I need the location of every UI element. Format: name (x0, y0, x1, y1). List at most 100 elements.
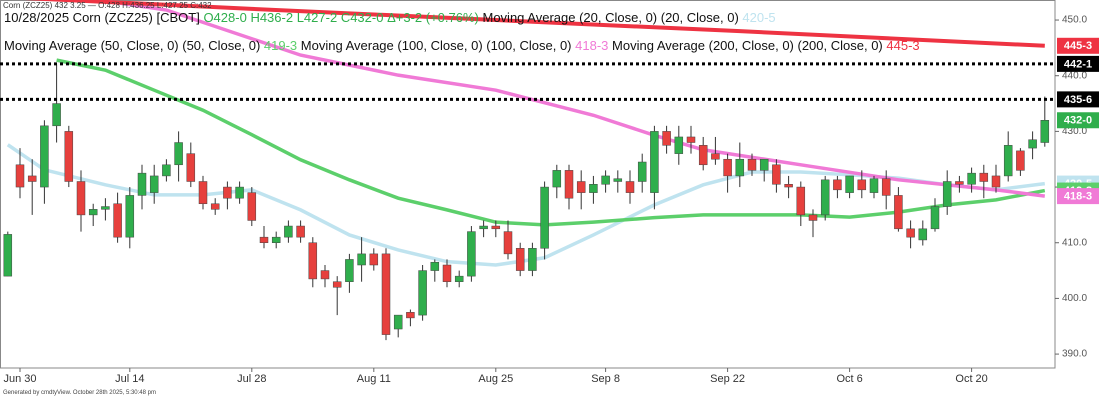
ma-value-tag: 418-3 (1064, 191, 1092, 203)
candle-body (259, 236, 269, 243)
header: Corn (ZCZ25) 432 3.25 — O:428 H:436.25 L… (3, 1, 212, 10)
x-tick-label: Aug 25 (478, 373, 513, 385)
legend-open: O428-0 (203, 10, 247, 25)
candle-body (650, 131, 659, 193)
footer: Generated by cmdtyView. October 28th 202… (3, 390, 156, 396)
ma-value-tag-box (1057, 188, 1099, 205)
candle-body (296, 225, 305, 238)
last-price-tag: 432-0 (1064, 115, 1092, 127)
candle-body (64, 131, 74, 182)
candle-body (625, 181, 635, 193)
x-tick-label: Sep 8 (591, 373, 620, 385)
y-tick-label: 390.0 (1062, 349, 1087, 360)
candle-body (1040, 120, 1050, 143)
candle-body (137, 172, 147, 196)
candle-body (332, 281, 342, 288)
legend-entry: Moving Average (200, Close, 0) (200, Clo… (612, 38, 883, 53)
candle-body (906, 228, 915, 238)
candle-body (942, 181, 952, 207)
price-line-tag: 442-1 (1064, 58, 1092, 70)
candle-body (308, 242, 318, 280)
candle-body (833, 179, 842, 191)
candle-body (52, 103, 61, 127)
candle-body (454, 275, 464, 282)
moving-average-line (24, 0, 1045, 48)
candle-body (393, 314, 403, 330)
candle-body (1016, 150, 1025, 171)
candle-body (210, 203, 220, 210)
candle-body (747, 158, 757, 171)
candle-body (857, 179, 867, 191)
legend-value: 418-3 (575, 38, 609, 53)
candle-body (918, 228, 928, 241)
x-tick-label: Aug 11 (357, 373, 391, 385)
legend-close: C432-0 (340, 10, 384, 25)
candle-body (491, 225, 501, 230)
price-line-tag-box (1057, 55, 1099, 72)
candle-body (930, 206, 940, 230)
moving-average-line (56, 58, 1046, 227)
candle-body (662, 131, 671, 146)
y-tick-label: 440.0 (1062, 70, 1087, 81)
legend-entry: Moving Average (20, Close, 0) (20, Close… (482, 10, 739, 25)
candle-body (406, 312, 415, 319)
candle-body (271, 236, 281, 243)
ma-value-tag-box (1057, 37, 1099, 54)
legend-symbol: 10/28/2025 Corn (ZCZ25) [CBOT] (4, 10, 200, 25)
legend-entry: Moving Average (100, Close, 0) (100, Clo… (300, 38, 572, 53)
candle-body (101, 206, 110, 210)
y-tick-label: 400.0 (1062, 293, 1087, 304)
candle-body (820, 179, 830, 216)
candle-body (784, 184, 793, 188)
candle-body (284, 225, 293, 238)
candle-body (430, 261, 440, 271)
x-tick-label: Oct 20 (955, 373, 987, 385)
candle-body (320, 270, 330, 280)
candle-body (894, 195, 903, 230)
candle-body (686, 136, 696, 143)
candle-body (991, 175, 1001, 188)
candle-body (113, 203, 122, 238)
x-tick-label: Oct 6 (836, 373, 862, 385)
candle-body (27, 175, 37, 182)
candle-body (564, 170, 574, 199)
candle-body (442, 264, 452, 282)
candle-body (174, 142, 183, 166)
candle-body (711, 153, 720, 160)
candle-body (589, 184, 598, 193)
candle-body (540, 186, 549, 249)
candle-body (125, 195, 135, 238)
candle-body (1028, 139, 1037, 149)
plot-frame (0, 0, 1056, 369)
moving-average-line (86, 0, 1046, 198)
candle-body (979, 172, 989, 182)
candle-body (186, 153, 196, 182)
candle-body (552, 170, 562, 188)
candle-body (637, 161, 647, 182)
candle-body (247, 192, 257, 221)
candle-body (198, 181, 208, 205)
candle-body (503, 231, 513, 255)
candle-body (381, 253, 391, 335)
candle-body (1003, 145, 1013, 177)
candle-body (845, 175, 854, 193)
x-tick-label: Jun 30 (3, 373, 36, 385)
last-price-tag-box (1057, 112, 1099, 129)
legend-value: 445-3 (886, 38, 920, 53)
candle-body (759, 158, 769, 171)
legend-line: 10/28/2025 Corn (ZCZ25) [CBOT] O428-0 H4… (4, 10, 776, 25)
candle-body (418, 270, 427, 316)
candle-body (601, 175, 610, 185)
candle-body (357, 253, 366, 266)
y-tick-label: 430.0 (1062, 126, 1087, 137)
candle-body (3, 234, 13, 277)
candle-body (76, 181, 86, 216)
candle-body (869, 178, 879, 193)
x-tick-label: Jul 28 (237, 373, 266, 385)
x-tick-label: Sep 22 (710, 373, 745, 385)
ma-value-tag: 445-3 (1064, 40, 1092, 52)
candle-body (162, 164, 171, 177)
candle-body (88, 209, 98, 216)
candle-body (723, 158, 732, 177)
candle-body (613, 178, 623, 182)
